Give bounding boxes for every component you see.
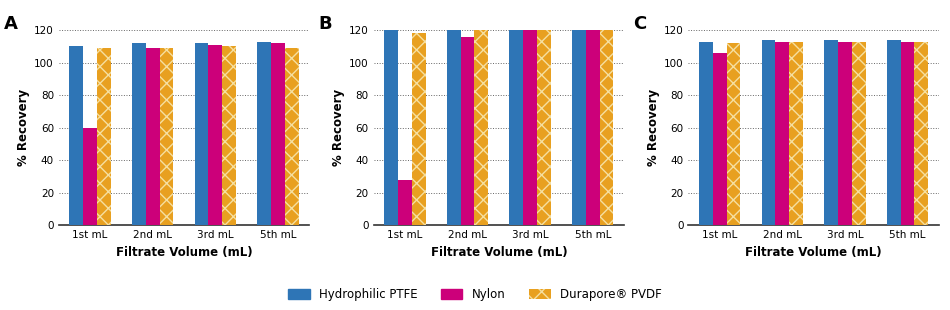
Bar xyxy=(257,42,271,225)
Bar xyxy=(712,53,727,225)
Bar xyxy=(887,40,901,225)
Bar xyxy=(97,48,111,225)
Bar xyxy=(132,43,145,225)
Bar xyxy=(474,30,488,225)
Bar xyxy=(789,42,803,225)
Bar xyxy=(222,46,236,225)
Bar xyxy=(599,30,614,225)
Bar xyxy=(537,30,551,225)
Legend: Hydrophilic PTFE, Nylon, Durapore® PVDF: Hydrophilic PTFE, Nylon, Durapore® PVDF xyxy=(288,288,662,301)
Y-axis label: % Recovery: % Recovery xyxy=(332,89,345,166)
X-axis label: Filtrate Volume (mL): Filtrate Volume (mL) xyxy=(116,246,253,259)
Text: A: A xyxy=(4,15,17,33)
Bar xyxy=(762,40,775,225)
Bar xyxy=(586,30,599,225)
Bar xyxy=(825,40,838,225)
X-axis label: Filtrate Volume (mL): Filtrate Volume (mL) xyxy=(746,246,882,259)
Y-axis label: % Recovery: % Recovery xyxy=(17,89,30,166)
Bar xyxy=(523,30,537,225)
Bar xyxy=(901,42,915,225)
Bar xyxy=(208,45,222,225)
Bar xyxy=(915,42,928,225)
Bar xyxy=(69,46,84,225)
Bar xyxy=(838,42,852,225)
Bar xyxy=(384,30,398,225)
Bar xyxy=(160,48,173,225)
Text: C: C xyxy=(634,15,647,33)
Bar xyxy=(285,48,298,225)
Bar xyxy=(145,48,160,225)
Bar xyxy=(775,42,789,225)
Bar xyxy=(271,43,285,225)
Bar xyxy=(699,42,712,225)
Bar xyxy=(509,30,523,225)
Bar xyxy=(84,128,97,225)
Bar xyxy=(446,30,461,225)
Bar xyxy=(411,33,426,225)
Bar xyxy=(461,37,474,225)
Bar xyxy=(727,43,740,225)
Bar xyxy=(398,180,411,225)
Text: B: B xyxy=(318,15,332,33)
Y-axis label: % Recovery: % Recovery xyxy=(647,89,659,166)
Bar xyxy=(195,43,208,225)
Bar xyxy=(852,42,865,225)
Bar xyxy=(572,30,586,225)
X-axis label: Filtrate Volume (mL): Filtrate Volume (mL) xyxy=(430,246,567,259)
